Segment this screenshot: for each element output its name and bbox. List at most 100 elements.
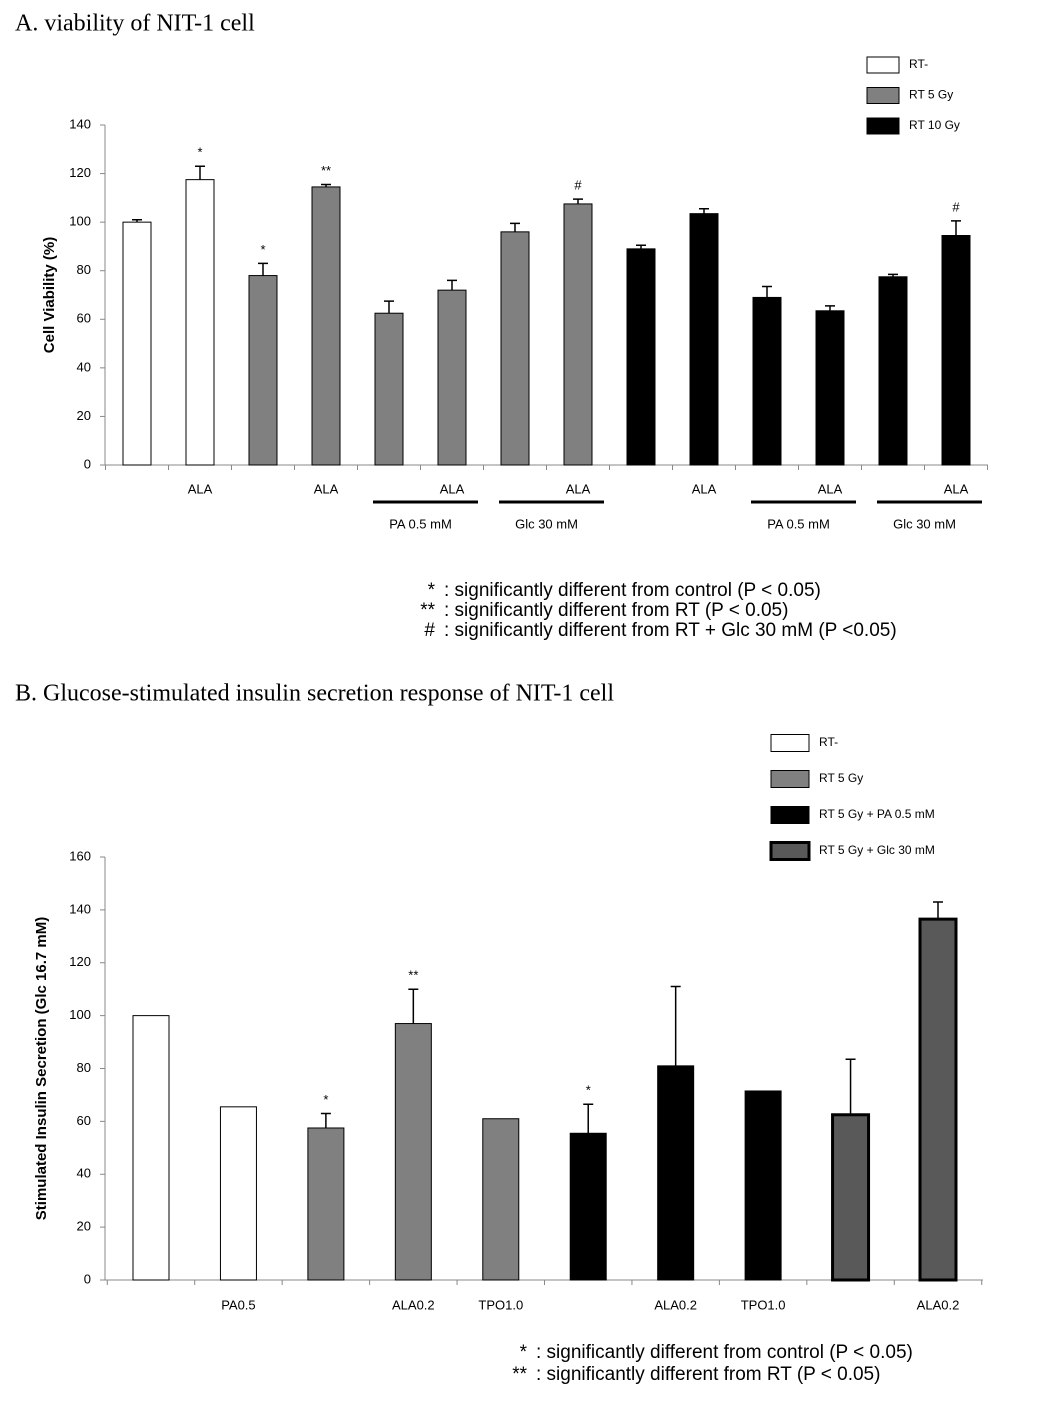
x-tick-label: ALA0.2: [917, 1297, 960, 1312]
x-tick-label: ALA: [440, 481, 465, 496]
y-tick-label: 60: [77, 1113, 91, 1128]
legend-swatch: [866, 117, 900, 135]
y-tick-label: 20: [77, 408, 91, 423]
error-bar: [845, 1058, 856, 1115]
legend-label: RT-: [819, 735, 838, 749]
group-label: Glc 30 mM: [893, 516, 956, 531]
y-tick-label: 40: [77, 1166, 91, 1181]
significance-marker: #: [574, 178, 582, 193]
bar: [831, 1113, 871, 1282]
significance-marker: *: [260, 242, 265, 257]
significance-marker: *: [197, 145, 202, 160]
error-bar: [636, 244, 646, 249]
y-tick-label: 120: [69, 165, 91, 180]
chart-title: B. Glucose-stimulated insulin secretion …: [15, 681, 614, 707]
y-tick-label: 120: [69, 954, 91, 969]
error-bar: [195, 165, 205, 180]
note-text: : significantly different from RT (P < 0…: [536, 1364, 880, 1385]
error-bar: [447, 279, 457, 291]
x-tick-label: TPO1.0: [478, 1297, 523, 1312]
y-tick-label: 100: [69, 214, 91, 229]
note-symbol: **: [512, 1364, 527, 1385]
bar: [437, 289, 467, 466]
note-text: : significantly different from control (…: [536, 1342, 913, 1363]
legend-swatch: [770, 806, 810, 824]
bar: [563, 203, 593, 466]
y-tick-label: 60: [77, 311, 91, 326]
legend-label: RT 5 Gy: [909, 88, 953, 102]
bar: [689, 213, 719, 466]
legend-label: RT 10 Gy: [909, 118, 960, 132]
bar: [482, 1118, 520, 1281]
y-tick-label: 80: [77, 262, 91, 277]
error-bar: [258, 262, 268, 276]
bar: [815, 310, 845, 466]
group-label: PA 0.5 mM: [767, 516, 830, 531]
chart-title: A. viability of NIT-1 cell: [15, 11, 255, 37]
significance-marker: #: [952, 199, 960, 214]
y-tick-label: 0: [84, 1271, 91, 1286]
x-tick-label: ALA: [944, 481, 969, 496]
bar: [569, 1132, 607, 1281]
x-tick-label: ALA: [188, 481, 213, 496]
bar: [394, 1023, 432, 1281]
bar: [122, 221, 152, 466]
bar: [657, 1065, 695, 1281]
y-tick-label: 40: [77, 359, 91, 374]
x-tick-label: ALA0.2: [392, 1297, 435, 1312]
error-bar: [408, 988, 419, 1024]
significance-marker: **: [321, 163, 331, 178]
error-bar: [384, 300, 394, 314]
y-tick-label: 160: [69, 848, 91, 863]
error-bar: [699, 208, 709, 214]
group-label: Glc 30 mM: [515, 516, 578, 531]
note-symbol: **: [420, 600, 435, 621]
error-bar: [951, 220, 961, 236]
note-text: : significantly different from RT (P < 0…: [444, 600, 788, 621]
error-bar: [762, 285, 772, 298]
note-text: : significantly different from RT + Glc …: [444, 620, 897, 641]
legend-label: RT 5 Gy: [819, 771, 863, 785]
bar: [744, 1090, 782, 1281]
legend-swatch: [770, 770, 810, 788]
bar: [185, 179, 215, 466]
group-label: PA 0.5 mM: [389, 516, 452, 531]
bar: [500, 231, 530, 466]
significance-marker: **: [408, 968, 418, 983]
x-tick-label: PA0.5: [221, 1297, 255, 1312]
error-bar: [320, 1112, 331, 1128]
note-symbol: *: [520, 1342, 528, 1363]
bar: [878, 276, 908, 466]
legend-swatch: [866, 56, 900, 74]
legend-label: RT-: [909, 57, 928, 71]
x-tick-label: ALA0.2: [654, 1297, 697, 1312]
error-bar: [825, 305, 835, 311]
error-bar: [933, 901, 943, 920]
bar: [374, 312, 404, 466]
y-tick-label: 0: [84, 456, 91, 471]
bar: [307, 1127, 345, 1281]
note-symbol: *: [428, 580, 436, 601]
significance-marker: *: [586, 1083, 591, 1098]
x-tick-label: TPO1.0: [741, 1297, 786, 1312]
y-tick-label: 140: [69, 116, 91, 131]
y-axis-label: Stimulated Insulin Secretion (Glc 16.7 m…: [33, 917, 50, 1220]
x-tick-label: ALA: [692, 481, 717, 496]
legend-swatch: [866, 87, 900, 104]
x-tick-label: ALA: [314, 481, 339, 496]
y-tick-label: 140: [69, 901, 91, 916]
y-axis-label: Cell Viability (%): [41, 237, 58, 353]
bar: [248, 275, 278, 466]
x-tick-label: ALA: [818, 481, 843, 496]
error-bar: [670, 985, 681, 1066]
x-tick-label: ALA: [566, 481, 591, 496]
legend-label: RT 5 Gy + Glc 30 mM: [819, 843, 935, 857]
error-bar: [573, 198, 583, 204]
significance-marker: *: [323, 1092, 328, 1107]
legend-swatch: [769, 841, 811, 861]
y-tick-label: 80: [77, 1060, 91, 1075]
legend-swatch: [770, 734, 810, 752]
bar: [311, 186, 341, 466]
legend-label: RT 5 Gy + PA 0.5 mM: [819, 807, 935, 821]
